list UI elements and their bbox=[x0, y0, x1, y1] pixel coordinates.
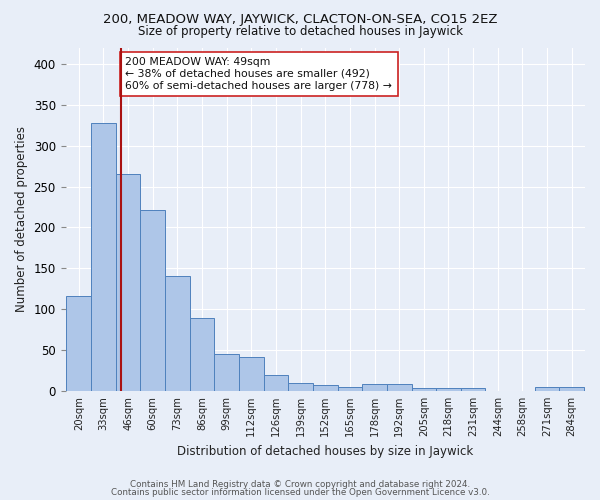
Bar bbox=[338, 387, 362, 391]
X-axis label: Distribution of detached houses by size in Jaywick: Distribution of detached houses by size … bbox=[177, 444, 473, 458]
Bar bbox=[190, 318, 214, 391]
Bar bbox=[116, 174, 140, 391]
Bar bbox=[239, 356, 263, 391]
Bar bbox=[362, 384, 387, 391]
Bar bbox=[559, 387, 584, 391]
Bar bbox=[214, 354, 239, 391]
Bar bbox=[461, 388, 485, 391]
Text: Contains HM Land Registry data © Crown copyright and database right 2024.: Contains HM Land Registry data © Crown c… bbox=[130, 480, 470, 489]
Text: 200, MEADOW WAY, JAYWICK, CLACTON-ON-SEA, CO15 2EZ: 200, MEADOW WAY, JAYWICK, CLACTON-ON-SEA… bbox=[103, 12, 497, 26]
Text: Contains public sector information licensed under the Open Government Licence v3: Contains public sector information licen… bbox=[110, 488, 490, 497]
Bar bbox=[313, 385, 338, 391]
Bar bbox=[288, 383, 313, 391]
Bar bbox=[67, 296, 91, 391]
Y-axis label: Number of detached properties: Number of detached properties bbox=[15, 126, 28, 312]
Bar bbox=[436, 388, 461, 391]
Text: Size of property relative to detached houses in Jaywick: Size of property relative to detached ho… bbox=[137, 25, 463, 38]
Bar bbox=[165, 276, 190, 391]
Text: 200 MEADOW WAY: 49sqm
← 38% of detached houses are smaller (492)
60% of semi-det: 200 MEADOW WAY: 49sqm ← 38% of detached … bbox=[125, 58, 392, 90]
Bar bbox=[263, 376, 288, 391]
Bar bbox=[140, 210, 165, 391]
Bar bbox=[387, 384, 412, 391]
Bar bbox=[412, 388, 436, 391]
Bar bbox=[91, 122, 116, 391]
Bar bbox=[535, 387, 559, 391]
